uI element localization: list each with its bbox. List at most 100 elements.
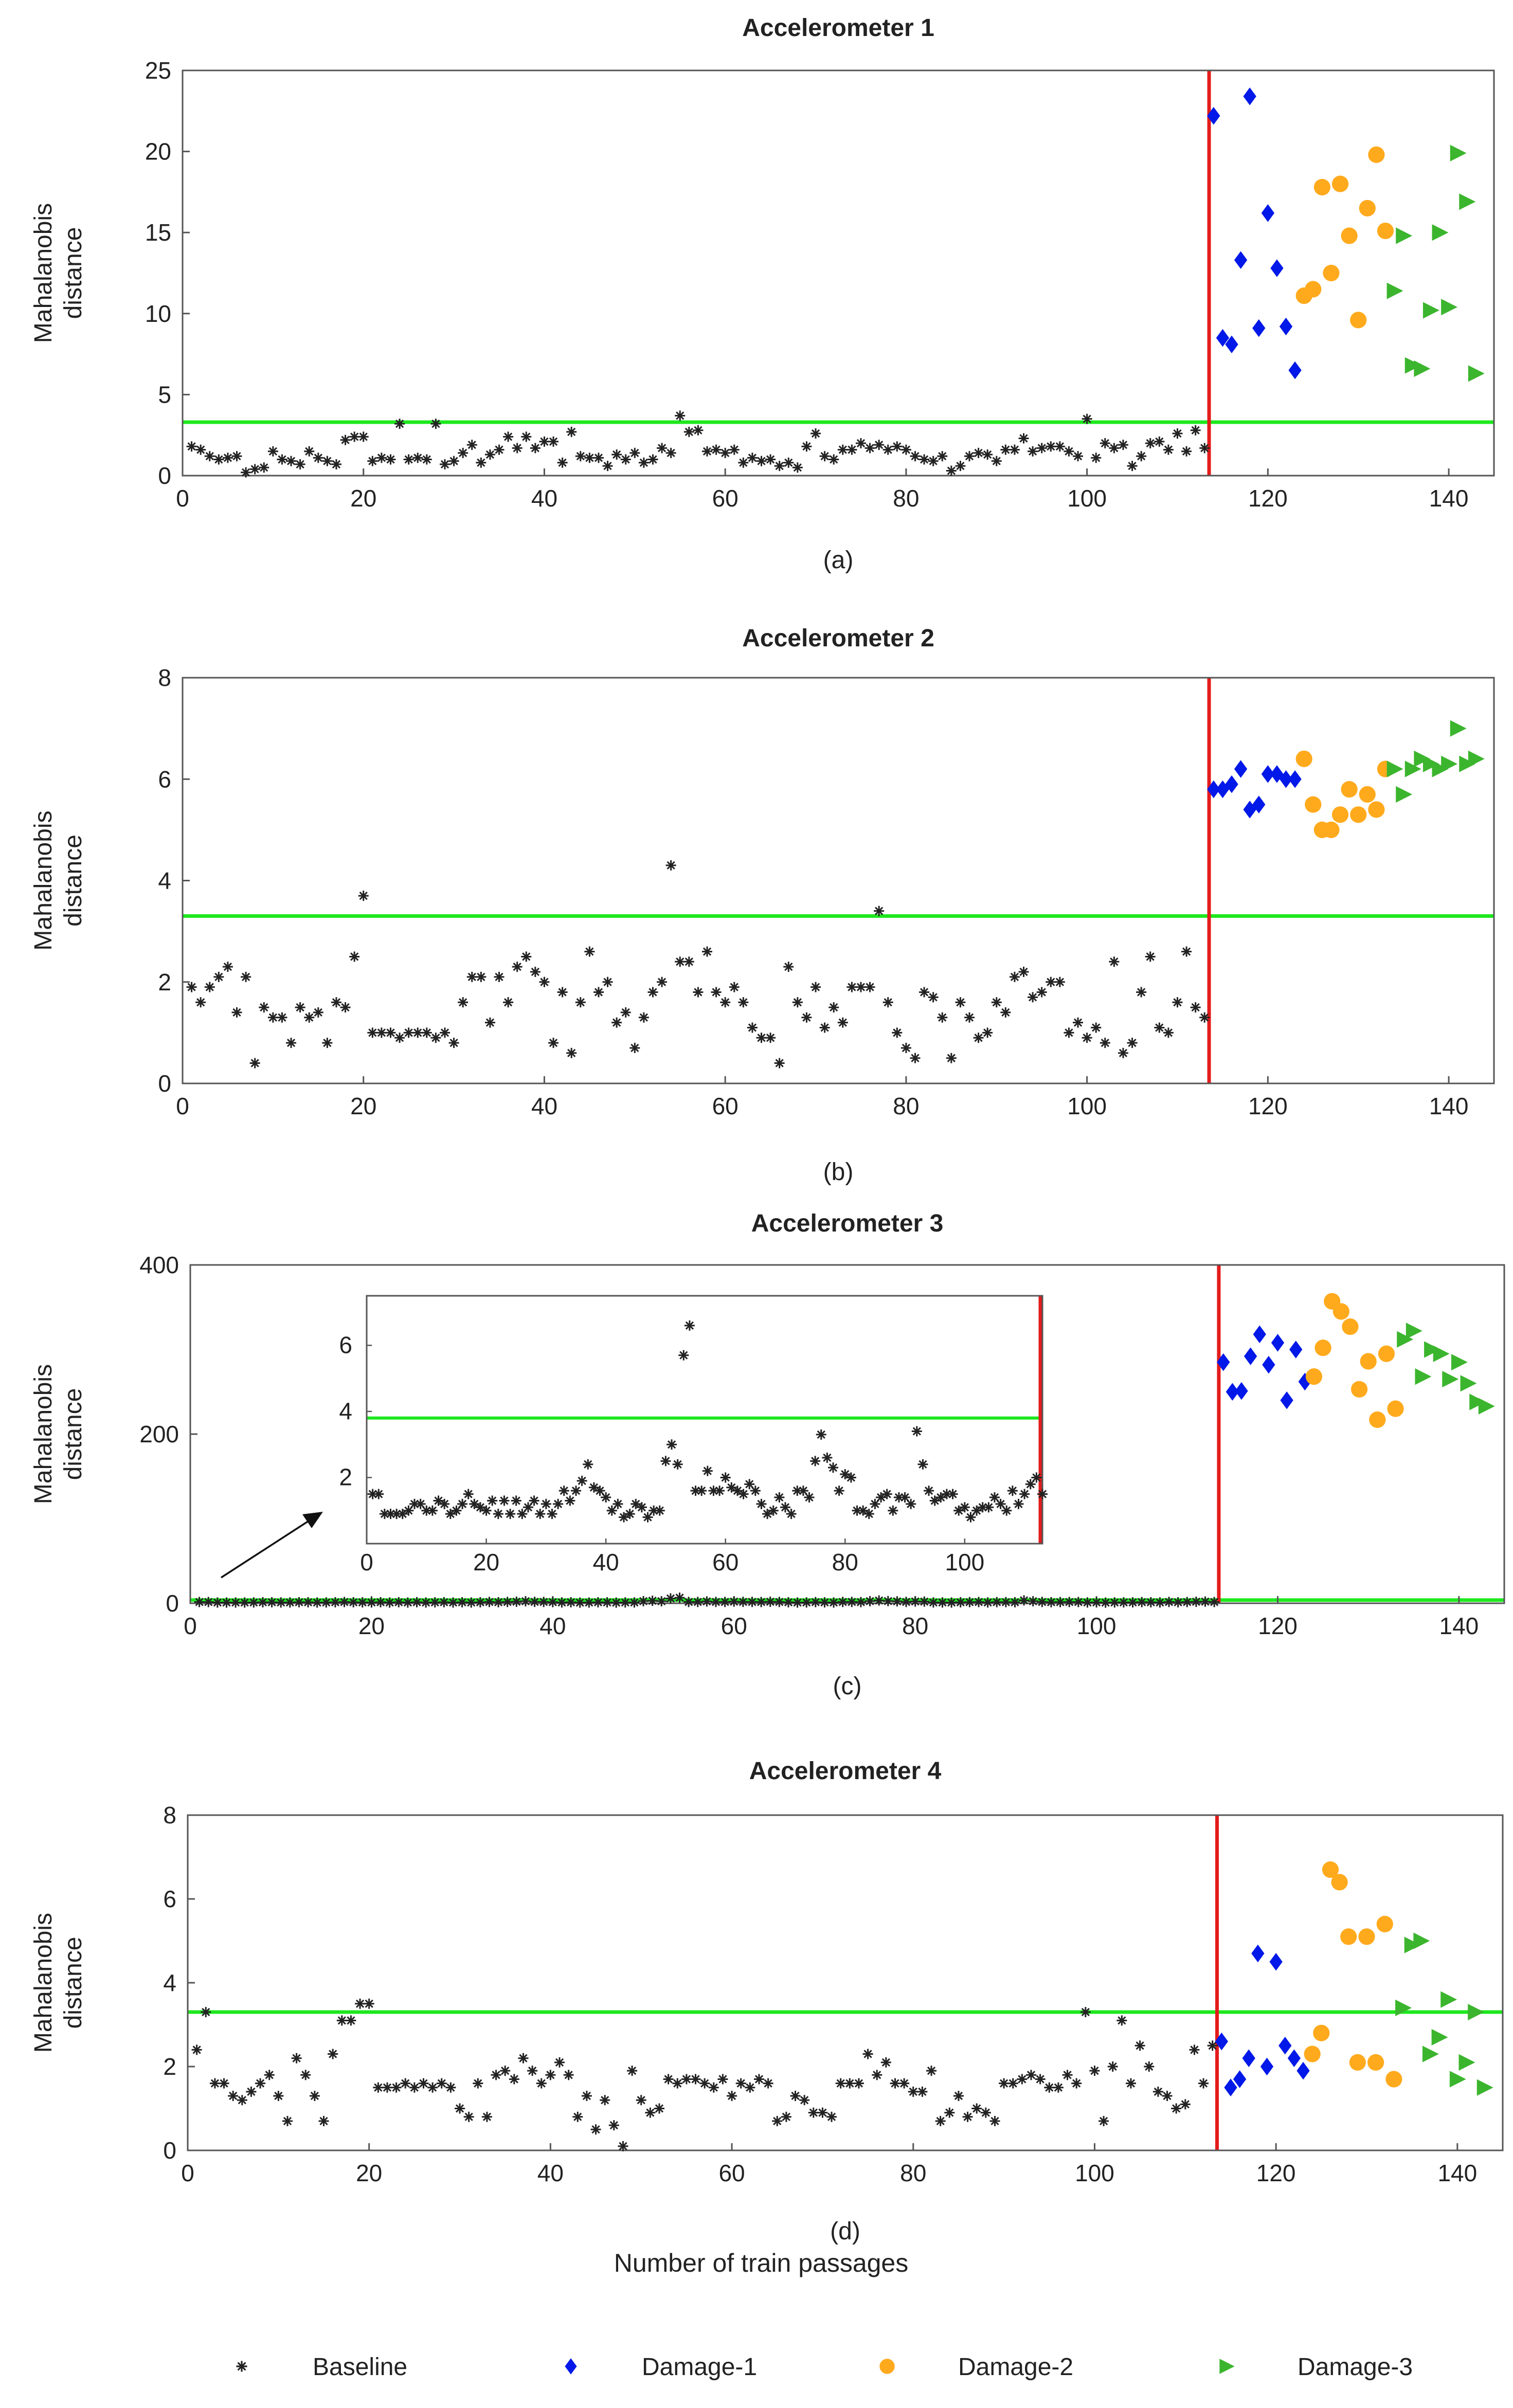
inset-x-tick-label: 60	[712, 1549, 739, 1576]
x-tick-label: 100	[1067, 485, 1107, 512]
x-tick-label: 0	[184, 1613, 197, 1639]
point-damage-2	[1304, 2045, 1321, 2062]
point-baseline	[466, 1597, 477, 1608]
point-baseline	[1036, 987, 1047, 998]
inset-point-baseline	[565, 1495, 575, 1506]
point-baseline	[665, 447, 676, 458]
point-baseline	[536, 2078, 547, 2089]
point-baseline	[529, 1597, 540, 1607]
point-damage-1	[1253, 1325, 1266, 1344]
point-baseline	[656, 1596, 667, 1607]
point-damage-1	[1251, 1944, 1265, 1963]
point-baseline	[1018, 433, 1029, 444]
inset-point-baseline	[588, 1482, 599, 1493]
point-baseline	[547, 1597, 558, 1607]
point-damage-3	[1422, 755, 1439, 772]
point-baseline	[855, 438, 866, 448]
point-baseline	[1118, 1597, 1129, 1608]
point-baseline	[592, 1597, 603, 1608]
series-baseline	[186, 410, 1210, 478]
point-baseline	[429, 1597, 440, 1608]
point-baseline	[403, 1027, 414, 1038]
inset-point-baseline	[726, 1482, 737, 1493]
point-damage-3	[1469, 1393, 1486, 1410]
point-baseline	[602, 461, 613, 472]
point-baseline	[1018, 967, 1029, 977]
y-tick-label: 25	[145, 57, 171, 84]
point-baseline	[1189, 2044, 1200, 2055]
point-baseline	[1054, 976, 1065, 987]
x-tick-label: 40	[537, 2160, 564, 2186]
point-baseline	[819, 1022, 830, 1033]
point-baseline	[300, 2070, 311, 2080]
point-baseline	[201, 2007, 211, 2018]
point-damage-2	[1313, 2024, 1330, 2041]
inset-point-baseline	[959, 1502, 970, 1513]
point-damage-3	[1396, 786, 1413, 803]
point-baseline	[1028, 992, 1038, 1003]
point-baseline	[937, 451, 948, 462]
inset-point-baseline	[570, 1486, 581, 1496]
point-baseline	[745, 2082, 755, 2093]
series-damage-2	[1305, 1293, 1404, 1428]
x-tick-label: 0	[176, 1093, 189, 1119]
inset-x-tick-label: 40	[593, 1549, 619, 1576]
point-damage-3	[1451, 1354, 1468, 1371]
point-baseline	[1064, 446, 1074, 457]
inset-point-baseline	[780, 1502, 790, 1513]
point-baseline	[304, 446, 315, 457]
point-damage-1	[1207, 780, 1220, 799]
point-baseline	[1091, 452, 1102, 463]
point-damage-3	[1450, 144, 1467, 161]
point-baseline	[638, 457, 649, 468]
point-baseline	[928, 992, 939, 1003]
point-baseline	[1163, 1027, 1174, 1038]
point-baseline	[729, 1596, 740, 1607]
point-damage-2	[1332, 1303, 1349, 1320]
point-baseline	[530, 967, 541, 977]
point-damage-2	[1368, 801, 1385, 818]
inset-point-baseline	[654, 1505, 665, 1516]
point-baseline	[427, 2082, 438, 2093]
series-damage-3	[1386, 144, 1485, 382]
point-damage-2	[1323, 821, 1340, 838]
point-baseline	[584, 452, 595, 463]
inset-point-baseline	[595, 1486, 605, 1496]
point-baseline	[418, 2078, 429, 2089]
point-baseline	[892, 1027, 903, 1038]
x-tick-label: 20	[350, 1093, 376, 1119]
point-damage-3	[1422, 2045, 1439, 2062]
point-baseline	[882, 1596, 893, 1606]
point-baseline	[394, 419, 405, 429]
panel-caption: (b)	[823, 1158, 854, 1186]
point-baseline	[590, 2124, 601, 2135]
y-tick-label: 2	[163, 2053, 176, 2080]
point-baseline	[194, 1597, 205, 1607]
point-baseline	[195, 997, 206, 1008]
point-damage-3	[1431, 2029, 1448, 2046]
x-axis-label: Number of train passages	[614, 2249, 909, 2277]
point-baseline	[774, 1597, 785, 1607]
point-damage-3	[1413, 1932, 1430, 1949]
point-damage-3	[1414, 360, 1431, 377]
point-baseline	[393, 1597, 404, 1607]
point-baseline	[421, 454, 432, 465]
point-baseline	[1091, 1022, 1102, 1033]
inset-point-baseline	[822, 1452, 833, 1463]
point-baseline	[717, 2074, 728, 2085]
point-baseline	[312, 1597, 322, 1608]
inset-point-baseline	[613, 1498, 623, 1509]
chart-title: Accelerometer 4	[749, 1758, 942, 1785]
point-baseline	[864, 1596, 875, 1606]
point-baseline	[675, 410, 686, 421]
point-baseline	[657, 976, 668, 987]
point-baseline	[1136, 987, 1147, 998]
inset-x-tick-label: 80	[832, 1549, 858, 1576]
inset-point-baseline	[463, 1489, 474, 1499]
point-baseline	[212, 1597, 223, 1608]
point-baseline	[1080, 2007, 1091, 2018]
chart-title: Accelerometer 2	[742, 625, 934, 652]
point-baseline	[476, 457, 487, 468]
point-baseline	[711, 1597, 721, 1607]
